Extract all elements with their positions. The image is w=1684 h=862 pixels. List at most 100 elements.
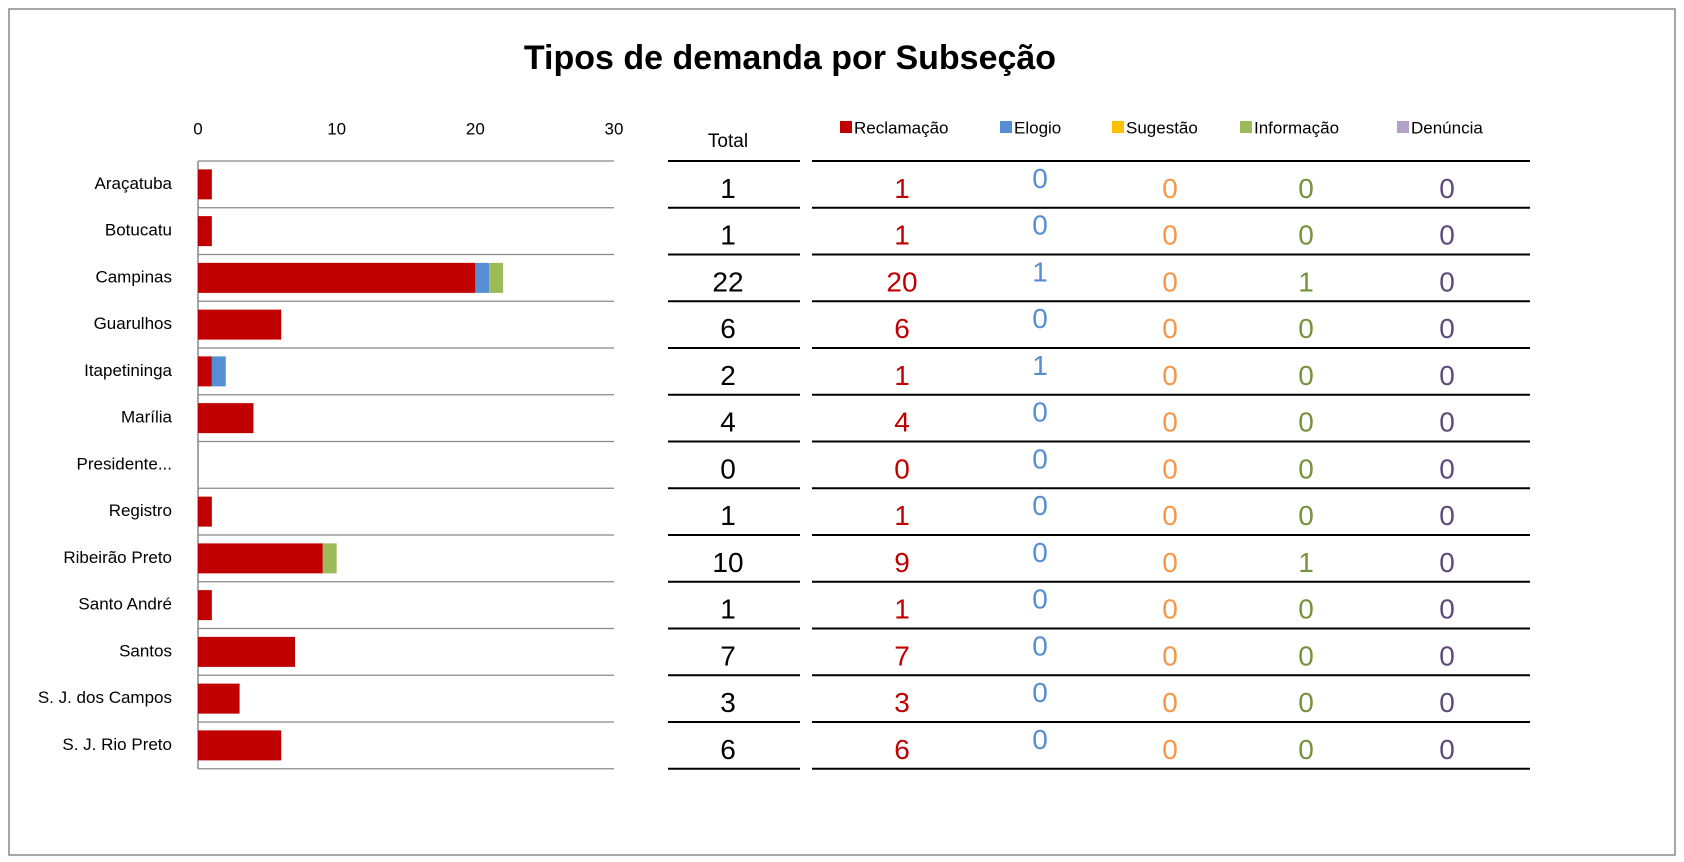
table-value: 6 bbox=[894, 313, 910, 344]
bar bbox=[322, 543, 337, 574]
category-label: S. J. Rio Preto bbox=[62, 735, 172, 754]
x-tick-label: 30 bbox=[605, 119, 624, 138]
chart-border bbox=[8, 8, 1676, 856]
table-value: 0 bbox=[894, 453, 910, 484]
total-value: 7 bbox=[720, 640, 736, 671]
table-value: 0 bbox=[1439, 640, 1455, 671]
total-value: 10 bbox=[712, 547, 743, 578]
x-tick-label: 10 bbox=[327, 119, 346, 138]
table-value: 9 bbox=[894, 547, 910, 578]
x-tick-label: 0 bbox=[193, 119, 202, 138]
table-value: 1 bbox=[1298, 266, 1314, 297]
category-label: Botucatu bbox=[105, 221, 172, 240]
category-label: Marília bbox=[121, 408, 173, 427]
table-value: 0 bbox=[1439, 313, 1455, 344]
x-tick-label: 20 bbox=[466, 119, 485, 138]
legend-label: Denúncia bbox=[1411, 118, 1483, 137]
table-value: 1 bbox=[1032, 350, 1048, 381]
bar bbox=[198, 169, 212, 200]
table-value: 0 bbox=[1298, 407, 1314, 438]
bar bbox=[198, 543, 323, 574]
table-value: 0 bbox=[1439, 453, 1455, 484]
table-value: 0 bbox=[1439, 266, 1455, 297]
table-value: 0 bbox=[1439, 734, 1455, 765]
table-value: 0 bbox=[1162, 734, 1178, 765]
table-value: 0 bbox=[1439, 594, 1455, 625]
category-label: Araçatuba bbox=[95, 174, 173, 193]
legend-label: Sugestão bbox=[1126, 118, 1198, 137]
table-value: 0 bbox=[1162, 594, 1178, 625]
bar bbox=[198, 496, 212, 527]
table-value: 0 bbox=[1298, 687, 1314, 718]
category-label: Guarulhos bbox=[94, 314, 172, 333]
bar bbox=[198, 683, 240, 714]
table-value: 0 bbox=[1439, 173, 1455, 204]
table-value: 0 bbox=[1298, 500, 1314, 531]
table-value: 1 bbox=[1032, 256, 1048, 287]
table-value: 0 bbox=[1032, 724, 1048, 755]
total-value: 6 bbox=[720, 734, 736, 765]
table-value: 1 bbox=[894, 360, 910, 391]
bar bbox=[475, 262, 490, 293]
bar bbox=[211, 356, 226, 387]
legend-label: Reclamação bbox=[854, 118, 949, 137]
table-value: 0 bbox=[1298, 453, 1314, 484]
table-value: 0 bbox=[1162, 500, 1178, 531]
table-value: 0 bbox=[1032, 584, 1048, 615]
total-value: 1 bbox=[720, 173, 736, 204]
bar bbox=[489, 262, 504, 293]
legend-label: Elogio bbox=[1014, 118, 1061, 137]
bar bbox=[198, 216, 212, 247]
table-value: 0 bbox=[1439, 360, 1455, 391]
table-value: 1 bbox=[894, 173, 910, 204]
legend-swatch bbox=[1000, 121, 1012, 133]
legend-swatch bbox=[1112, 121, 1124, 133]
table-value: 20 bbox=[886, 266, 917, 297]
total-value: 0 bbox=[720, 453, 736, 484]
total-value: 1 bbox=[720, 220, 736, 251]
table-value: 0 bbox=[1032, 210, 1048, 241]
bar bbox=[198, 590, 212, 621]
category-label: Presidente... bbox=[77, 454, 172, 473]
table-value: 0 bbox=[1298, 220, 1314, 251]
category-label: Ribeirão Preto bbox=[63, 548, 172, 567]
table-value: 0 bbox=[1162, 266, 1178, 297]
table-value: 0 bbox=[1162, 547, 1178, 578]
bar bbox=[198, 356, 212, 387]
category-label: Registro bbox=[109, 501, 172, 520]
table-value: 4 bbox=[894, 407, 910, 438]
bar bbox=[198, 309, 282, 340]
total-value: 6 bbox=[720, 313, 736, 344]
table-value: 1 bbox=[1298, 547, 1314, 578]
legend-swatch bbox=[1240, 121, 1252, 133]
table-value: 0 bbox=[1162, 220, 1178, 251]
table-value: 0 bbox=[1439, 407, 1455, 438]
total-header: Total bbox=[708, 131, 748, 152]
table-value: 0 bbox=[1298, 173, 1314, 204]
total-value: 1 bbox=[720, 500, 736, 531]
table-value: 1 bbox=[894, 594, 910, 625]
chart-title: Tipos de demanda por Subseção bbox=[524, 39, 1056, 77]
table-value: 0 bbox=[1439, 220, 1455, 251]
table-value: 0 bbox=[1032, 630, 1048, 661]
table-value: 0 bbox=[1298, 734, 1314, 765]
bar bbox=[198, 262, 476, 293]
total-value: 2 bbox=[720, 360, 736, 391]
table-value: 0 bbox=[1162, 173, 1178, 204]
table-value: 1 bbox=[894, 220, 910, 251]
table-value: 6 bbox=[894, 734, 910, 765]
table-value: 0 bbox=[1298, 640, 1314, 671]
table-value: 3 bbox=[894, 687, 910, 718]
total-value: 22 bbox=[712, 266, 743, 297]
category-label: S. J. dos Campos bbox=[38, 688, 172, 707]
table-value: 1 bbox=[894, 500, 910, 531]
table-value: 0 bbox=[1162, 687, 1178, 718]
total-value: 4 bbox=[720, 407, 736, 438]
legend-label: Informação bbox=[1254, 118, 1339, 137]
table-value: 0 bbox=[1032, 443, 1048, 474]
bar bbox=[198, 730, 282, 761]
category-label: Santos bbox=[119, 641, 172, 660]
table-value: 0 bbox=[1439, 687, 1455, 718]
table-value: 0 bbox=[1032, 490, 1048, 521]
table-value: 0 bbox=[1298, 360, 1314, 391]
